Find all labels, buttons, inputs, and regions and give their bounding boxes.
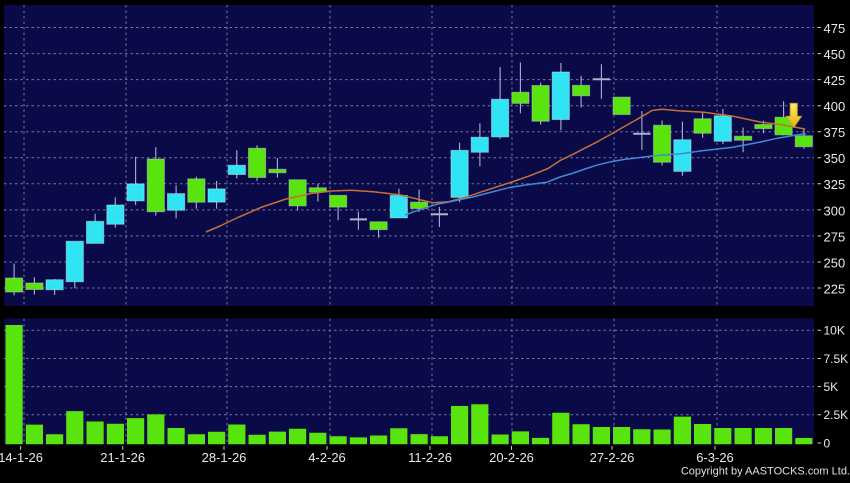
svg-text:10K: 10K: [824, 324, 845, 338]
svg-text:2.5K: 2.5K: [824, 408, 849, 422]
svg-text:300: 300: [824, 203, 846, 218]
svg-text:Copyright by AASTOCKS.com Ltd.: Copyright by AASTOCKS.com Ltd.: [681, 465, 850, 477]
svg-text:5K: 5K: [824, 380, 839, 394]
svg-text:21-1-26: 21-1-26: [100, 450, 145, 465]
svg-text:28-1-26: 28-1-26: [202, 450, 247, 465]
svg-text:400: 400: [824, 99, 846, 114]
svg-text:27-2-26: 27-2-26: [590, 450, 635, 465]
svg-text:11-2-26: 11-2-26: [408, 450, 452, 465]
svg-text:350: 350: [824, 151, 846, 166]
svg-text:7.5K: 7.5K: [824, 352, 849, 366]
svg-text:450: 450: [824, 47, 846, 62]
svg-text:4-2-26: 4-2-26: [308, 450, 346, 465]
svg-text:275: 275: [824, 229, 846, 244]
svg-text:475: 475: [824, 21, 846, 36]
svg-text:375: 375: [824, 125, 846, 140]
svg-text:0: 0: [824, 436, 831, 450]
svg-text:14-1-26: 14-1-26: [0, 450, 43, 465]
svg-text:325: 325: [824, 177, 846, 192]
svg-text:225: 225: [824, 281, 846, 296]
svg-text:250: 250: [824, 255, 846, 270]
svg-text:6-3-26: 6-3-26: [696, 450, 734, 465]
svg-text:425: 425: [824, 73, 846, 88]
svg-text:20-2-26: 20-2-26: [489, 450, 534, 465]
